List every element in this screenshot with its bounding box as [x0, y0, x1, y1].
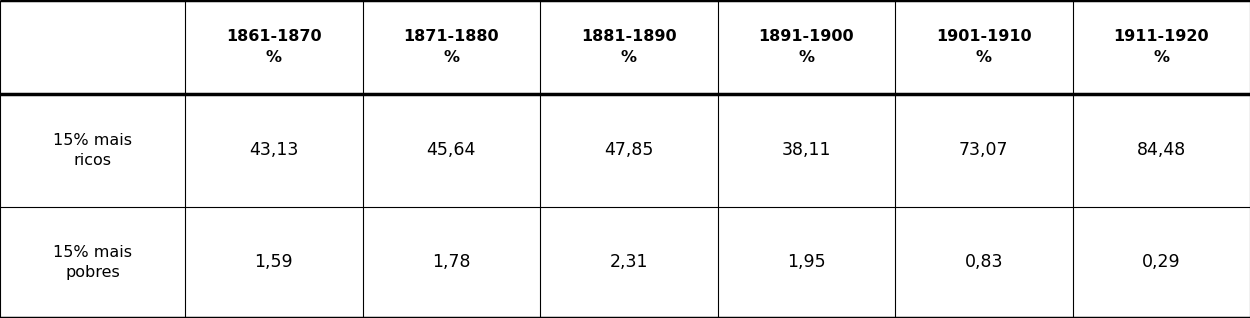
Text: 45,64: 45,64 — [426, 141, 476, 159]
Text: 1911-1920
%: 1911-1920 % — [1114, 29, 1209, 65]
Text: 0,83: 0,83 — [965, 253, 1002, 271]
Text: 47,85: 47,85 — [604, 141, 654, 159]
Text: 43,13: 43,13 — [249, 141, 299, 159]
Text: 1871-1880
%: 1871-1880 % — [404, 29, 499, 65]
Text: 15% mais
pobres: 15% mais pobres — [52, 245, 132, 280]
Text: 1881-1890
%: 1881-1890 % — [581, 29, 676, 65]
Text: 84,48: 84,48 — [1136, 141, 1186, 159]
Text: 1901-1910
%: 1901-1910 % — [936, 29, 1031, 65]
Text: 1,95: 1,95 — [788, 253, 825, 271]
Text: 1861-1870
%: 1861-1870 % — [226, 29, 321, 65]
Text: 1891-1900
%: 1891-1900 % — [759, 29, 854, 65]
Text: 1,59: 1,59 — [255, 253, 292, 271]
Text: 1,78: 1,78 — [432, 253, 470, 271]
Text: 0,29: 0,29 — [1142, 253, 1180, 271]
Text: 15% mais
ricos: 15% mais ricos — [52, 133, 132, 168]
Text: 2,31: 2,31 — [610, 253, 648, 271]
Text: 73,07: 73,07 — [959, 141, 1009, 159]
Text: 38,11: 38,11 — [781, 141, 831, 159]
